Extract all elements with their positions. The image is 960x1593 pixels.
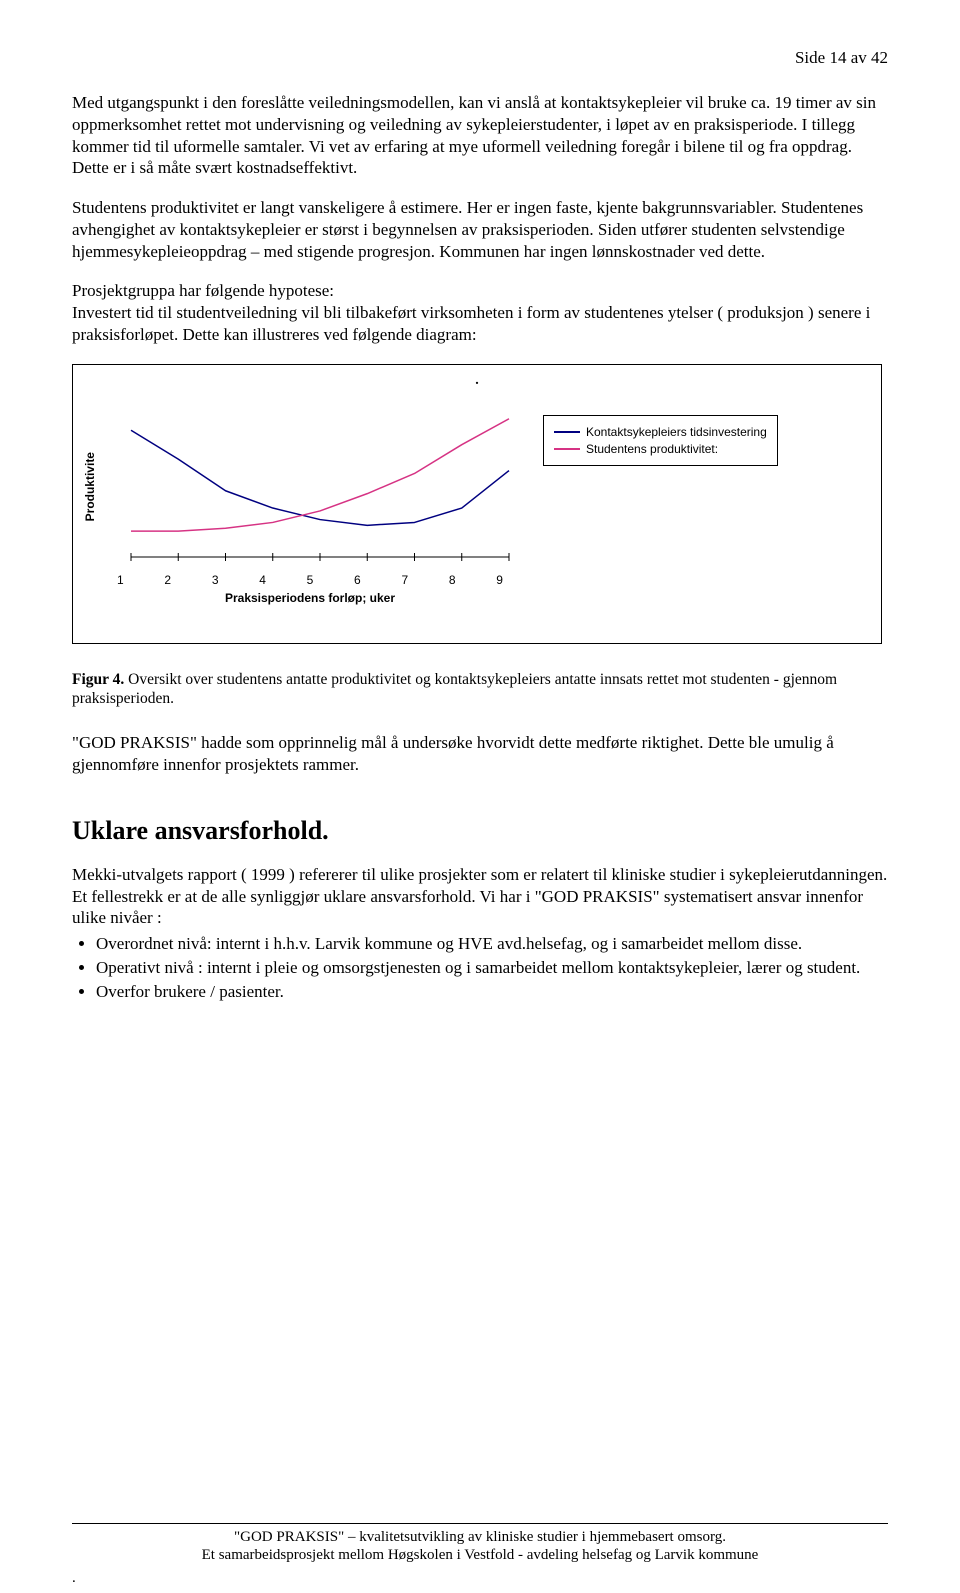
page-footer: "GOD PRAKSIS" – kvalitetsutvikling av kl… <box>72 1523 888 1566</box>
p3-rest: Investert tid til studentveiledning vil … <box>72 303 870 344</box>
legend-row-kontaktsykepleier: Kontaktsykepleiers tidsinvestering <box>554 425 767 439</box>
chart-x-ticks: 1 2 3 4 5 6 7 8 9 <box>115 567 505 587</box>
chart-y-axis-label: Produktivite <box>83 452 97 521</box>
corner-dot: . <box>72 1570 76 1587</box>
paragraph-2: Studentens produktivitet er langt vanske… <box>72 197 888 262</box>
footer-rule <box>72 1523 888 1524</box>
paragraph-1: Med utgangspunkt i den foreslåtte veiled… <box>72 92 888 179</box>
bullet-3: Overfor brukere / pasienter. <box>96 981 888 1003</box>
x-tick: 6 <box>354 573 361 587</box>
bullet-2: Operativt nivå : internt i pleie og omso… <box>96 957 888 979</box>
footer-line-1: "GOD PRAKSIS" – kvalitetsutvikling av kl… <box>72 1528 888 1547</box>
x-tick: 1 <box>117 573 124 587</box>
chart-title: . <box>83 373 871 389</box>
x-tick: 2 <box>164 573 171 587</box>
legend-row-student: Studentens produktivitet: <box>554 442 767 456</box>
x-tick: 3 <box>212 573 219 587</box>
figure-caption: Figur 4. Oversikt over studentens antatt… <box>72 670 888 709</box>
legend-label-kontaktsykepleier: Kontaktsykepleiers tidsinvestering <box>586 425 767 439</box>
p3-lead: Prosjektgruppa har følgende hypotese: <box>72 281 334 300</box>
page-number: Side 14 av 42 <box>72 48 888 68</box>
section-heading: Uklare ansvarsforhold. <box>72 816 888 846</box>
chart-plot <box>125 407 515 567</box>
bullet-1: Overordnet nivå: internt i h.h.v. Larvik… <box>96 933 888 955</box>
section-intro: Mekki-utvalgets rapport ( 1999 ) referer… <box>72 864 888 929</box>
bullet-list: Overordnet nivå: internt i h.h.v. Larvik… <box>96 933 888 1002</box>
legend-swatch-kontaktsykepleier <box>554 431 580 433</box>
x-tick: 9 <box>496 573 503 587</box>
footer-line-2: Et samarbeidsprosjekt mellom Høgskolen i… <box>72 1546 888 1565</box>
chart-x-axis-label: Praksisperiodens forløp; uker <box>115 591 505 605</box>
figure-caption-rest: Oversikt over studentens antatte produkt… <box>72 671 837 707</box>
legend-label-student: Studentens produktivitet: <box>586 442 718 456</box>
x-tick: 4 <box>259 573 266 587</box>
chart-container: . Produktivite Kontaktsykepleiers tidsin… <box>72 364 882 644</box>
x-tick: 5 <box>307 573 314 587</box>
paragraph-after-caption: "GOD PRAKSIS" hadde som opprinnelig mål … <box>72 732 888 776</box>
chart-legend: Kontaktsykepleiers tidsinvestering Stude… <box>543 415 778 466</box>
x-tick: 7 <box>401 573 408 587</box>
legend-swatch-student <box>554 448 580 450</box>
paragraph-3: Prosjektgruppa har følgende hypotese: In… <box>72 280 888 345</box>
figure-caption-lead: Figur 4. <box>72 671 124 688</box>
x-tick: 8 <box>449 573 456 587</box>
